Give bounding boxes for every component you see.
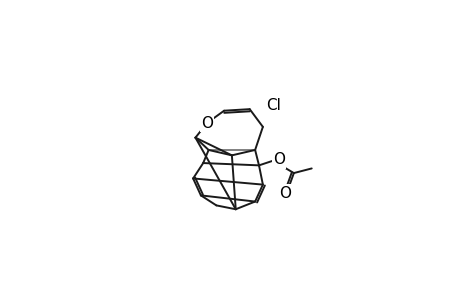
Text: Cl: Cl — [265, 98, 280, 113]
Text: O: O — [279, 186, 291, 201]
Text: O: O — [273, 152, 285, 167]
Text: O: O — [201, 116, 213, 130]
